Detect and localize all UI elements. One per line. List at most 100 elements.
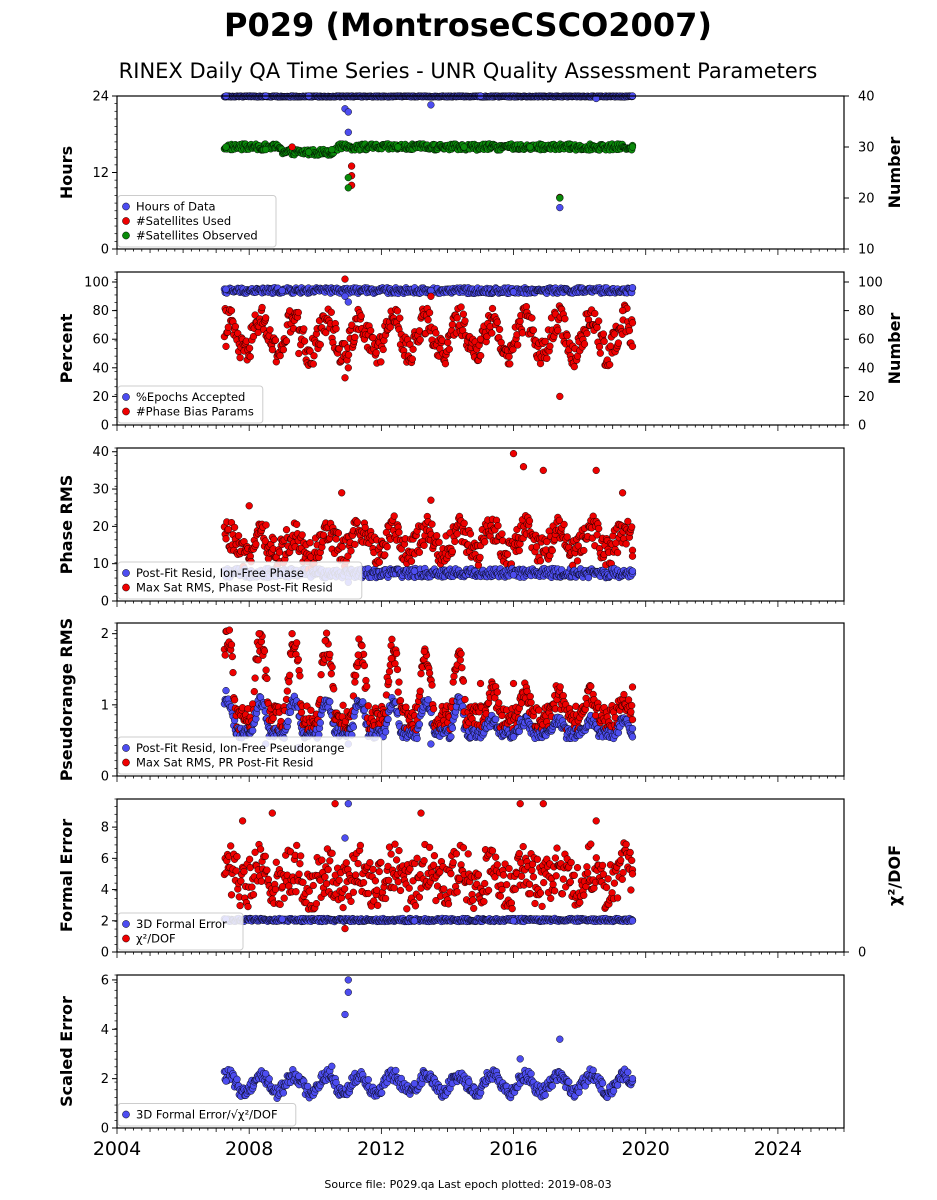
series-2-point bbox=[288, 630, 296, 638]
series-3-point bbox=[262, 145, 270, 154]
series-2-point bbox=[509, 679, 518, 688]
series-point bbox=[309, 360, 317, 368]
series-point bbox=[476, 553, 484, 562]
series-point bbox=[481, 538, 489, 546]
series-point bbox=[381, 728, 390, 736]
series-point bbox=[300, 325, 308, 333]
series-point bbox=[297, 852, 305, 860]
series-point bbox=[377, 358, 385, 366]
series-point bbox=[453, 314, 461, 322]
series-1-point bbox=[427, 101, 435, 109]
series-point bbox=[627, 708, 635, 716]
series-point bbox=[498, 530, 506, 538]
series-point bbox=[628, 319, 637, 327]
series-point bbox=[433, 532, 441, 540]
series-point bbox=[425, 309, 434, 317]
y-tick-label: 60 bbox=[92, 333, 109, 348]
y-right-tick-label: 60 bbox=[858, 333, 875, 348]
series-point bbox=[494, 522, 502, 530]
series-point bbox=[224, 323, 232, 331]
y-tick-label: 40 bbox=[92, 361, 109, 376]
series-point bbox=[543, 354, 551, 363]
series-point bbox=[293, 520, 301, 529]
y-right-axis-label: Number bbox=[885, 313, 904, 385]
series-point bbox=[525, 517, 534, 525]
series-point bbox=[559, 691, 567, 700]
series-1-point bbox=[509, 288, 518, 296]
series-2-point bbox=[344, 364, 352, 372]
series-2-point bbox=[341, 275, 349, 283]
series-point bbox=[249, 726, 257, 735]
series-point bbox=[236, 901, 244, 910]
series-point bbox=[339, 701, 347, 709]
series-point bbox=[402, 703, 410, 711]
series-point bbox=[488, 304, 497, 313]
series-point bbox=[459, 677, 468, 685]
series-point bbox=[388, 635, 396, 643]
series-point bbox=[495, 699, 503, 707]
series-3-point bbox=[344, 184, 352, 192]
y-right-tick-label: 20 bbox=[858, 192, 875, 207]
y-right-tick-label: 0 bbox=[858, 419, 866, 434]
series-point bbox=[595, 317, 603, 325]
series-point bbox=[429, 705, 438, 713]
series-point bbox=[595, 343, 604, 351]
series-point bbox=[591, 309, 599, 318]
series-point bbox=[448, 547, 457, 556]
series-point bbox=[229, 668, 237, 677]
y-tick-label: 80 bbox=[92, 304, 109, 319]
series-point bbox=[352, 671, 360, 680]
series-2-point bbox=[476, 679, 485, 688]
series-3-point bbox=[556, 194, 564, 202]
series-point bbox=[316, 719, 324, 727]
y-tick-label: 20 bbox=[92, 520, 109, 535]
series-point bbox=[299, 878, 307, 887]
series-point bbox=[546, 342, 554, 350]
series-2-point bbox=[347, 162, 356, 170]
series-1-point bbox=[344, 128, 352, 136]
series-point bbox=[600, 337, 608, 346]
series-point bbox=[364, 702, 372, 710]
series-point bbox=[269, 714, 277, 722]
legend-marker bbox=[122, 569, 130, 577]
series-point bbox=[448, 320, 457, 329]
series-1-point bbox=[628, 284, 637, 292]
series-point bbox=[270, 535, 278, 544]
series-point bbox=[448, 724, 457, 732]
series-2-point bbox=[387, 654, 395, 663]
series-point bbox=[395, 528, 403, 536]
y-tick-label: 0 bbox=[101, 419, 109, 434]
legend-marker bbox=[122, 758, 130, 767]
chart-subtitle: RINEX Daily QA Time Series - UNR Quality… bbox=[119, 59, 818, 83]
series-point bbox=[570, 363, 578, 371]
y-axis-label: Hours bbox=[57, 146, 76, 199]
series-point bbox=[505, 352, 513, 361]
series-point bbox=[622, 540, 630, 548]
series-point bbox=[450, 672, 458, 680]
series-point bbox=[347, 547, 355, 555]
series-2-point bbox=[321, 637, 329, 645]
series-point bbox=[221, 651, 229, 659]
series-point bbox=[295, 870, 303, 878]
series-point bbox=[596, 349, 604, 357]
y-axis-label: Percent bbox=[57, 313, 76, 383]
series-2-point bbox=[509, 449, 518, 458]
series-point bbox=[252, 540, 260, 548]
series-point bbox=[390, 512, 398, 520]
y-axis-label: Phase RMS bbox=[57, 475, 76, 575]
series-point bbox=[416, 336, 424, 344]
series-2-point bbox=[341, 374, 349, 382]
y-tick-label: 24 bbox=[92, 90, 109, 105]
y-tick-label: 20 bbox=[92, 390, 109, 405]
series-point bbox=[275, 548, 284, 556]
series-point bbox=[264, 875, 273, 884]
y-tick-label: 12 bbox=[92, 166, 109, 181]
series-2-point bbox=[427, 292, 435, 300]
y-right-tick-label: 30 bbox=[858, 141, 875, 156]
series-point bbox=[428, 681, 436, 689]
series-1-point bbox=[509, 733, 518, 741]
series-point bbox=[628, 523, 636, 531]
series-point bbox=[548, 546, 556, 555]
y-right-axis-label: Number bbox=[885, 137, 904, 209]
